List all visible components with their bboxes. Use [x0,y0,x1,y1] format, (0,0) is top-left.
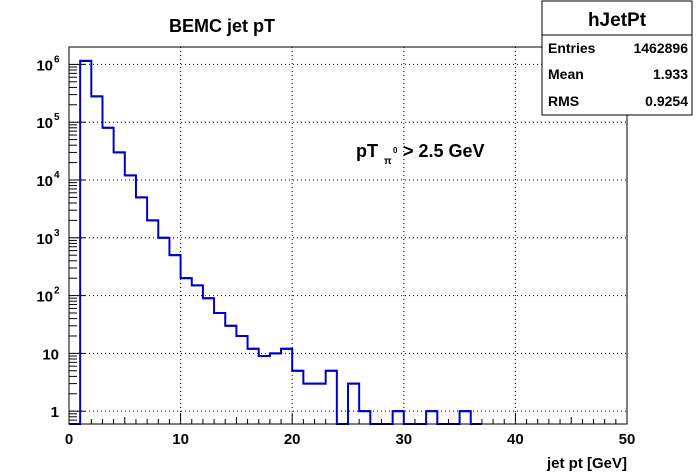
y-tick-label: 10 [42,346,59,363]
stats-rms-value: 0.9254 [645,93,688,109]
stats-rms-label: RMS [548,93,579,109]
annotation-superscript: 0 [393,146,398,155]
annotation-subscript: π [384,156,392,167]
y-tick-label: 10 [36,231,53,248]
stats-box-frame [541,0,693,116]
cut-annotation: pT π 0 > 2.5 GeV [356,141,485,167]
y-tick-label: 10 [36,289,53,306]
y-tick-label-exponent: 5 [54,112,60,123]
x-tick-label: 30 [395,431,412,448]
x-tick-label: 0 [65,431,73,448]
histogram-series [69,59,482,425]
annotation-main: pT [356,141,378,161]
grid-lines [69,47,627,424]
plot-frame [68,46,628,425]
stats-box-title: hJetPt [588,10,647,31]
x-tick-label: 50 [619,431,636,448]
stats-mean-label: Mean [548,66,584,82]
y-tick-label: 10 [36,173,53,190]
x-tick-labels: 0 10 20 30 40 50 [65,431,636,448]
x-tick-label: 40 [507,431,524,448]
x-axis-label: jet pt [GeV] [546,455,627,472]
y-tick-label: 1 [51,404,59,421]
y-tick-label-exponent: 2 [54,286,60,297]
x-tick-label: 10 [172,431,189,448]
annotation-rest: > 2.5 GeV [403,141,485,161]
stats-box: hJetPt Entries 1462896 Mean 1.933 RMS 0.… [541,0,693,116]
y-tick-label-exponent: 4 [54,170,60,181]
y-tick-label: 10 [36,115,53,132]
y-tick-label-exponent: 3 [54,228,60,239]
y-tick-label-exponent: 6 [54,54,60,65]
stats-entries-value: 1462896 [633,40,688,56]
chart-title: BEMC jet pT [169,16,275,36]
stats-mean-value: 1.933 [653,66,688,82]
stats-entries-label: Entries [548,40,596,56]
y-tick-label: 10 [36,57,53,74]
histogram-outline [69,59,482,425]
x-tick-label: 20 [284,431,301,448]
